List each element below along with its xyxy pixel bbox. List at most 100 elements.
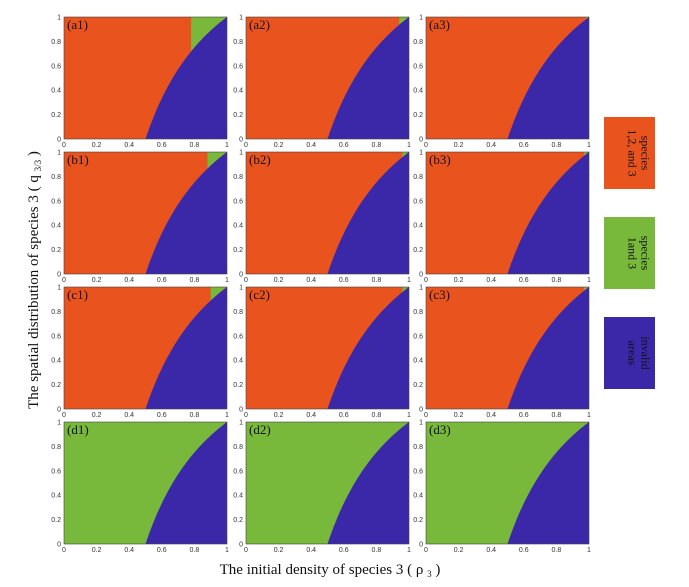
y-tick-label: 0.8 <box>413 174 423 181</box>
x-tick-label: 0.6 <box>339 412 349 419</box>
panel: 0 0.2 0.4 0.6 0.8 1 0 0.2 0.4 0.6 0.8 1 (a1) <box>51 15 229 150</box>
y-tick-label: 0 <box>57 272 61 279</box>
panel-label: (b1) <box>67 152 89 167</box>
panel-frame <box>245 421 410 545</box>
invalid-region <box>327 422 409 544</box>
panel: 0 0.2 0.4 0.6 0.8 1 0 0.2 0.4 0.6 0.8 1 (b2) <box>233 150 411 285</box>
y-tick-label: 0 <box>419 137 423 144</box>
x-tick-label: 0.6 <box>519 547 529 554</box>
y-tick-label: 0.8 <box>233 444 243 451</box>
x-axis-title-paren-open: ( <box>407 562 412 578</box>
y-tick-label: 1 <box>239 285 243 292</box>
x-tick-label: 0 <box>244 277 248 284</box>
legend-label-line1: species <box>639 236 653 271</box>
panel-frame <box>63 421 228 545</box>
invalid-region <box>145 152 227 274</box>
x-tick-label: 0.2 <box>274 547 284 554</box>
x-tick-label: 0 <box>62 142 66 149</box>
panel-frame <box>245 286 410 410</box>
y-tick-label: 0.8 <box>413 444 423 451</box>
panel-label: (b2) <box>249 152 271 167</box>
y-tick-label: 0 <box>57 407 61 414</box>
panel-frame <box>425 16 590 140</box>
x-tick-label: 0.2 <box>454 277 464 284</box>
species13-region <box>584 152 589 156</box>
x-tick-label: 0.4 <box>124 277 134 284</box>
panel-label: (a1) <box>67 17 88 32</box>
x-axis-title-symbol: ρ <box>416 562 424 578</box>
x-tick-label: 0.4 <box>306 277 316 284</box>
x-tick-label: 0.6 <box>519 142 529 149</box>
x-axis-title-subscript: 3 <box>427 569 432 579</box>
y-tick-label: 0 <box>57 542 61 549</box>
y-tick-label: 1 <box>419 150 423 157</box>
y-tick-label: 0 <box>239 272 243 279</box>
species13-region <box>207 152 227 169</box>
x-tick-label: 1 <box>225 412 229 419</box>
y-tick-label: 0.2 <box>413 382 423 389</box>
x-tick-label: 1 <box>407 412 411 419</box>
legend-label-line2: areas <box>626 341 640 366</box>
species13-region <box>584 287 589 291</box>
y-tick-label: 1 <box>57 15 61 22</box>
panel: 0 0.2 0.4 0.6 0.8 1 0 0.2 0.4 0.6 0.8 1 (d1) <box>51 420 229 555</box>
y-tick-label: 0 <box>419 542 423 549</box>
x-tick-label: 1 <box>587 412 591 419</box>
x-tick-label: 0.6 <box>157 277 167 284</box>
panel-label: (c3) <box>429 287 450 302</box>
y-tick-label: 1 <box>57 150 61 157</box>
y-tick-label: 0.2 <box>51 517 61 524</box>
panel-label: (d2) <box>249 422 271 437</box>
x-tick-label: 1 <box>407 142 411 149</box>
panel: 0 0.2 0.4 0.6 0.8 1 0 0.2 0.4 0.6 0.8 1 (b1) <box>51 150 229 285</box>
x-tick-label: 0.8 <box>190 142 200 149</box>
species13-region <box>399 17 409 25</box>
panel: 0 0.2 0.4 0.6 0.8 1 0 0.2 0.4 0.6 0.8 1 (d3) <box>413 420 591 555</box>
x-axis-title-paren-close: ) <box>435 562 440 578</box>
y-tick-label: 1 <box>419 285 423 292</box>
x-tick-label: 1 <box>225 547 229 554</box>
y-tick-label: 1 <box>57 420 61 427</box>
y-tick-label: 0.2 <box>413 247 423 254</box>
y-tick-label: 0.4 <box>413 223 423 230</box>
y-tick-label: 0 <box>239 542 243 549</box>
legend-swatch <box>604 317 655 389</box>
y-tick-label: 0.4 <box>233 358 243 365</box>
y-tick-label: 0.2 <box>233 517 243 524</box>
x-tick-label: 0.4 <box>486 142 496 149</box>
x-tick-label: 0 <box>62 547 66 554</box>
x-tick-label: 0.2 <box>454 547 464 554</box>
x-tick-label: 0 <box>424 412 428 419</box>
y-tick-label: 0.2 <box>51 247 61 254</box>
y-tick-label: 0.4 <box>233 88 243 95</box>
x-tick-label: 0.4 <box>486 277 496 284</box>
panel-frame <box>245 16 410 140</box>
y-tick-label: 0.8 <box>233 309 243 316</box>
x-tick-label: 0 <box>62 277 66 284</box>
y-tick-label: 0.8 <box>413 39 423 46</box>
invalid-region <box>507 152 589 274</box>
y-tick-label: 0.6 <box>51 468 61 475</box>
x-tick-label: 0.2 <box>274 142 284 149</box>
x-tick-label: 0.4 <box>306 142 316 149</box>
y-tick-label: 0.6 <box>413 198 423 205</box>
x-tick-label: 0.8 <box>552 142 562 149</box>
species13-region <box>402 152 409 158</box>
x-tick-label: 0.8 <box>372 412 382 419</box>
panel-frame <box>245 151 410 275</box>
legend-label: species1,2, and 3 <box>626 129 653 176</box>
panel: 0 0.2 0.4 0.6 0.8 1 0 0.2 0.4 0.6 0.8 1 (c2) <box>233 285 411 420</box>
x-tick-label: 0.6 <box>339 277 349 284</box>
x-tick-label: 1 <box>587 277 591 284</box>
x-tick-label: 0.2 <box>92 412 102 419</box>
invalid-region <box>507 287 589 409</box>
x-tick-label: 0.6 <box>157 142 167 149</box>
y-tick-label: 0.8 <box>51 444 61 451</box>
x-tick-label: 0.4 <box>306 412 316 419</box>
panel-label: (c2) <box>249 287 270 302</box>
x-tick-label: 0.2 <box>274 412 284 419</box>
panel-frame <box>63 286 228 410</box>
y-tick-label: 0.8 <box>51 309 61 316</box>
y-tick-label: 0.4 <box>233 493 243 500</box>
